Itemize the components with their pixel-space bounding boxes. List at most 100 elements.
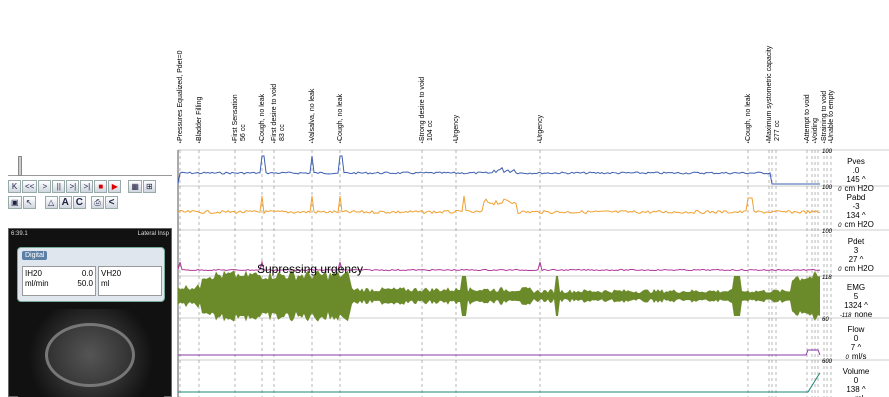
- scale-max: 100: [822, 185, 833, 191]
- event-arrow: ↓: [746, 136, 750, 145]
- event-label: Bladder Filling: [196, 96, 203, 141]
- event-volume-label: 56 cc: [240, 124, 247, 141]
- event-arrow: ↓: [272, 136, 276, 145]
- scale-max: 600: [822, 359, 833, 365]
- event-label: Voiding: [812, 118, 819, 141]
- volume-trace: [178, 372, 821, 393]
- channel-value: 0: [853, 334, 859, 343]
- scale-max: 100: [822, 229, 833, 235]
- digital-readout-panel: Digital IH20 0.0 ml/min 50.0 VH20 ml: [17, 247, 165, 302]
- video-viewer: 6:39.1 Lateral Insp Digital IH20 0.0 ml/…: [8, 228, 172, 397]
- pointer-icon[interactable]: ↖: [22, 196, 36, 209]
- slider-thumb[interactable]: [18, 156, 22, 176]
- flow-trace: [178, 349, 821, 356]
- annotate-a-button[interactable]: A: [58, 196, 72, 209]
- scale-max: 100: [822, 149, 833, 155]
- stop-record-button[interactable]: ■: [94, 180, 108, 193]
- back-icon[interactable]: <: [105, 196, 119, 209]
- play-button[interactable]: >: [38, 180, 52, 193]
- playback-slider[interactable]: [8, 156, 172, 176]
- channel-label-pdet: 100 Pdet 3 27 ^ 0 cm H2O: [822, 228, 889, 275]
- scale-max: 60: [822, 317, 829, 323]
- emg-trace: [178, 270, 820, 322]
- tracing-svg: [177, 149, 889, 397]
- channel-peak: 145 ^: [846, 175, 866, 184]
- select-tool-icon[interactable]: ▣: [8, 196, 22, 209]
- event-label: Cough, no leak: [259, 93, 266, 141]
- event-arrow: ↓: [233, 136, 237, 145]
- event-arrow: ↓: [829, 136, 833, 145]
- pdet-trace: [177, 260, 821, 272]
- pause-button[interactable]: ||: [52, 180, 66, 193]
- record-play-button[interactable]: ▶: [108, 180, 122, 193]
- channel-unit: cm H2O: [844, 220, 874, 229]
- event-arrow: ↓: [197, 136, 201, 145]
- channel-peak: 1324 ^: [844, 301, 868, 310]
- urodynamic-tracing-chart: ↓ Pressures Equalized, Pdet=0 ↓ Bladder Fil…: [172, 0, 889, 397]
- annotate-c-button[interactable]: C: [72, 196, 87, 209]
- scale-min: 0: [838, 187, 842, 193]
- event-label: Cough, no leak: [337, 93, 344, 141]
- channel-value: -3: [852, 202, 860, 211]
- grid-icon[interactable]: ▦: [128, 180, 142, 193]
- rewind-button[interactable]: <<: [22, 180, 38, 193]
- channel-peak: 134 ^: [846, 211, 866, 220]
- channel-unit: cm H2O: [844, 184, 874, 193]
- playback-toolbar: K << > || >| >| ■ ▶ ▦ ⊞: [8, 180, 156, 194]
- event-volume-label: 83 cc: [279, 124, 286, 141]
- event-arrow: ↓: [454, 136, 458, 145]
- ih20-unit: ml/min: [25, 279, 49, 288]
- fluoroscopy-image: [17, 309, 165, 397]
- event-arrow: ↓: [767, 136, 771, 145]
- go-start-button[interactable]: K: [8, 180, 21, 193]
- event-label: First desire to void: [271, 83, 278, 141]
- event-label: First Sensation: [232, 94, 239, 141]
- event-label: Pressures Equalized, Pdet=0: [177, 50, 184, 141]
- ih20-label: IH20: [25, 269, 42, 278]
- scale-min: -118: [839, 313, 852, 319]
- channel-name: Pves: [847, 157, 865, 166]
- shape-tool-icon[interactable]: △: [44, 196, 58, 209]
- event-arrow: ↓: [310, 136, 314, 145]
- go-end-button[interactable]: >|: [80, 180, 94, 193]
- vh20-readout: VH20 ml: [98, 266, 162, 296]
- event-volume-label: 277 cc: [774, 120, 781, 141]
- channel-unit: none: [854, 310, 873, 319]
- channel-name: Volume: [842, 367, 870, 376]
- event-arrow: ↓: [538, 136, 542, 145]
- channel-peak: 7 ^: [850, 343, 862, 352]
- vh20-unit: ml: [101, 279, 110, 288]
- channel-peak: 138 ^: [846, 385, 866, 394]
- channel-label-emg: 118 EMG 5 1324 ^ -118 none: [822, 274, 889, 321]
- channel-unit: ml/s: [851, 352, 867, 361]
- event-volume-label: 104 cc: [427, 120, 434, 141]
- channel-label-pves: 100 Pves .0 145 ^ 0 cm H2O: [822, 148, 889, 195]
- scale-min: 0: [838, 223, 842, 229]
- scale-min: 0: [838, 267, 842, 273]
- event-label: Strong desire to void: [419, 76, 426, 141]
- edit-toolbar: ▣ ↖ △ A C ⎙ <: [8, 196, 119, 210]
- vh20-label: VH20: [101, 269, 122, 278]
- step-forward-button[interactable]: >|: [66, 180, 80, 193]
- channel-peak: 27 ^: [848, 255, 864, 264]
- event-label: Maximum systometric capacity: [766, 45, 773, 141]
- channel-name: Pdet: [847, 237, 865, 246]
- digital-title: Digital: [22, 251, 48, 260]
- event-label: Urgency: [453, 114, 460, 141]
- ih20-rate: 50.0: [77, 279, 93, 288]
- event-arrow: ↓: [822, 136, 826, 145]
- channel-name: EMG: [846, 283, 866, 292]
- channel-unit: cm H2O: [844, 264, 874, 273]
- bladder-shadow: [45, 323, 135, 387]
- event-arrow: ↓: [260, 136, 264, 145]
- channel-name: Pabd: [846, 193, 866, 202]
- event-arrow: ↓: [338, 136, 342, 145]
- print-icon[interactable]: ⎙: [91, 196, 105, 209]
- ih20-value: 0.0: [81, 269, 93, 278]
- event-label: Straining to void: [821, 90, 828, 141]
- event-arrow: ↓: [813, 136, 817, 145]
- channel-value: .0: [852, 166, 860, 175]
- add-icon[interactable]: ⊞: [142, 180, 156, 193]
